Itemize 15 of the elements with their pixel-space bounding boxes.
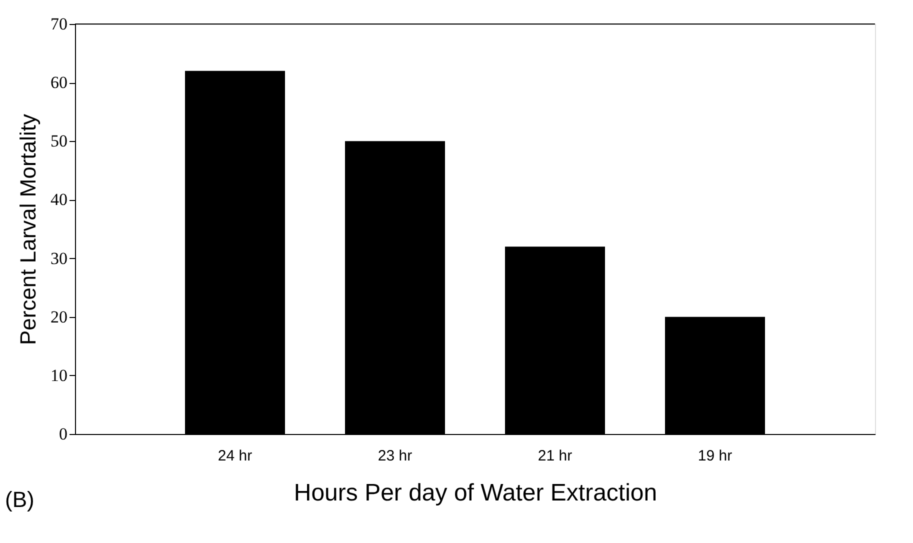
text: (B) bbox=[5, 487, 34, 512]
y-axis-title: Percent Larval Mortality bbox=[16, 114, 40, 346]
y-tick-label: 40 bbox=[50, 190, 68, 210]
y-tick-label: 20 bbox=[50, 307, 68, 326]
y-tick-label: 50 bbox=[50, 132, 68, 151]
y-tick-label: 10 bbox=[50, 366, 68, 385]
x-axis-title: Hours Per day of Water Extraction bbox=[294, 480, 658, 506]
y-tick-label: 30 bbox=[50, 248, 68, 268]
y-tick-label: 70 bbox=[50, 14, 68, 34]
y-tick-label: 0 bbox=[59, 424, 68, 444]
x-tick-label: 24 hr bbox=[218, 448, 252, 464]
y-tick-label: 60 bbox=[50, 73, 68, 92]
x-tick-label: 19 hr bbox=[698, 448, 732, 464]
x-tick-label: 21 hr bbox=[538, 448, 572, 464]
x-tick-label: 23 hr bbox=[378, 448, 412, 464]
